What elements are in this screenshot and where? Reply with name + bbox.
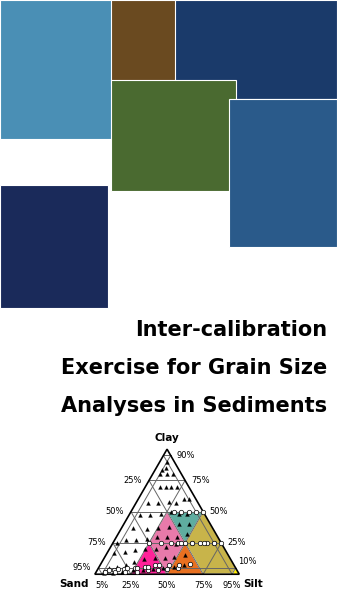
Text: 50%: 50% bbox=[105, 507, 124, 517]
Text: 90%: 90% bbox=[177, 451, 195, 460]
Polygon shape bbox=[232, 568, 239, 574]
Bar bbox=[0, 185, 108, 308]
Text: Exercise for Grain Size: Exercise for Grain Size bbox=[61, 358, 327, 378]
Text: 50%: 50% bbox=[158, 582, 176, 591]
Text: Sand: Sand bbox=[60, 579, 89, 589]
Polygon shape bbox=[149, 480, 239, 574]
Text: Analyses in Sediments: Analyses in Sediments bbox=[61, 396, 327, 416]
Polygon shape bbox=[131, 543, 167, 574]
Polygon shape bbox=[185, 543, 225, 574]
Polygon shape bbox=[207, 543, 239, 574]
Bar bbox=[111, 0, 195, 87]
Bar bbox=[229, 98, 337, 247]
Bar bbox=[111, 80, 236, 191]
Text: 50%: 50% bbox=[209, 507, 227, 517]
Text: Clay: Clay bbox=[155, 433, 179, 444]
Polygon shape bbox=[149, 512, 185, 574]
Text: Silt: Silt bbox=[244, 579, 263, 589]
Bar bbox=[175, 0, 337, 98]
Text: 75%: 75% bbox=[191, 476, 210, 485]
Polygon shape bbox=[167, 512, 221, 543]
Bar bbox=[0, 0, 125, 139]
Text: 75%: 75% bbox=[194, 582, 212, 591]
Text: 75%: 75% bbox=[87, 538, 106, 547]
Text: 25%: 25% bbox=[123, 476, 142, 485]
Text: 95%: 95% bbox=[73, 563, 91, 572]
Text: 10%: 10% bbox=[238, 557, 256, 566]
Text: 25%: 25% bbox=[227, 538, 245, 547]
Text: 5%: 5% bbox=[95, 582, 109, 591]
Polygon shape bbox=[185, 512, 236, 574]
Polygon shape bbox=[167, 543, 232, 574]
Text: 95%: 95% bbox=[223, 582, 241, 591]
Text: 25%: 25% bbox=[122, 582, 140, 591]
Text: Inter-calibration: Inter-calibration bbox=[135, 320, 327, 340]
